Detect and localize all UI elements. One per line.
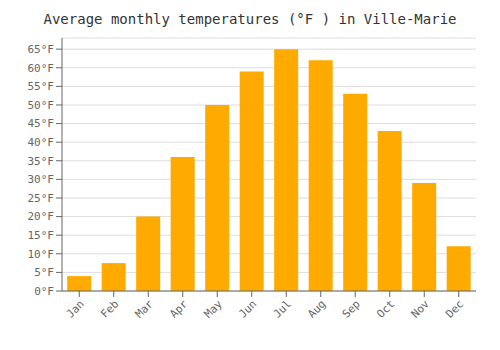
svg-text:Apr: Apr bbox=[167, 297, 191, 321]
svg-text:May: May bbox=[202, 297, 226, 321]
svg-text:Sep: Sep bbox=[340, 297, 363, 320]
svg-text:Jul: Jul bbox=[271, 297, 294, 320]
svg-text:0°F: 0°F bbox=[34, 285, 54, 298]
svg-text:Oct: Oct bbox=[374, 297, 397, 320]
svg-text:5°F: 5°F bbox=[34, 266, 54, 279]
svg-text:15°F: 15°F bbox=[28, 229, 55, 242]
svg-text:40°F: 40°F bbox=[28, 136, 55, 149]
svg-text:Jan: Jan bbox=[64, 297, 87, 320]
svg-text:55°F: 55°F bbox=[28, 80, 55, 93]
svg-text:35°F: 35°F bbox=[28, 155, 55, 168]
svg-text:20°F: 20°F bbox=[28, 210, 55, 223]
svg-text:50°F: 50°F bbox=[28, 99, 55, 112]
html-text:Average monthly temperatures (: Average monthly temperatures (°F ) in Vi… bbox=[43, 11, 457, 27]
svg-text:Aug: Aug bbox=[305, 297, 328, 320]
svg-text:10°F: 10°F bbox=[28, 248, 55, 261]
svg-text:60°F: 60°F bbox=[28, 62, 55, 75]
svg-text:45°F: 45°F bbox=[28, 117, 55, 130]
svg-text:Mar: Mar bbox=[133, 297, 157, 321]
svg-text:Jun: Jun bbox=[236, 297, 259, 320]
svg-text:30°F: 30°F bbox=[28, 173, 55, 186]
svg-text:65°F: 65°F bbox=[28, 43, 55, 56]
svg-text:Feb: Feb bbox=[98, 297, 121, 320]
svg-text:25°F: 25°F bbox=[28, 192, 55, 205]
svg-text:Nov: Nov bbox=[409, 297, 433, 321]
svg-text:Dec: Dec bbox=[443, 297, 466, 320]
